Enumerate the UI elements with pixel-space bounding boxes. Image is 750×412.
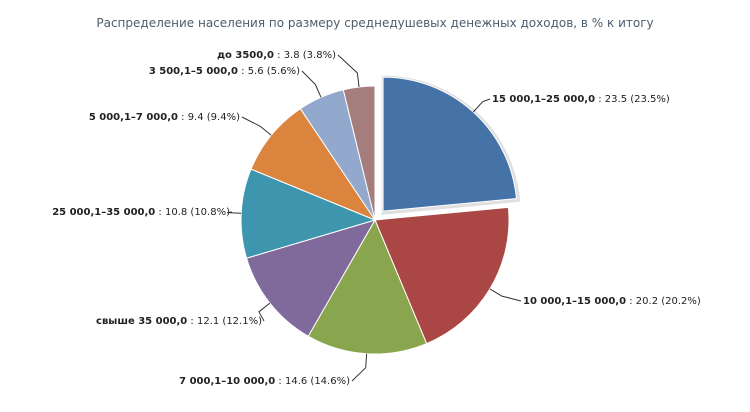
slice-label-value: : 23.5 (23.5%) (595, 94, 670, 105)
slice-label: до 3500,0 : 3.8 (3.8%) (217, 50, 336, 61)
slice-label-value: : 10.8 (10.8%) (155, 207, 230, 218)
slice-label: 10 000,1–15 000,0 : 20.2 (20.2%) (523, 296, 701, 307)
chart-title: Распределение населения по размеру средн… (96, 16, 654, 30)
label-connectors (227, 54, 522, 382)
label-connector (337, 54, 360, 88)
slice-label: свыше 35 000,0 : 12.1 (12.1%) (96, 316, 262, 327)
label-connector (241, 116, 272, 136)
slice-label-category: до 3500,0 (217, 50, 274, 61)
label-connector (301, 70, 322, 98)
label-connector (258, 302, 271, 322)
slice-label: 25 000,1–35 000,0 : 10.8 (10.8%) (52, 207, 230, 218)
label-connector (472, 98, 491, 113)
slice-label-value: : 3.8 (3.8%) (274, 50, 336, 61)
label-connector (489, 288, 522, 302)
slice-label-category: 15 000,1–25 000,0 (492, 94, 595, 105)
slice-label: 7 000,1–10 000,0 : 14.6 (14.6%) (179, 376, 350, 387)
slice-label-value: : 9.4 (9.4%) (178, 112, 240, 123)
pie-slice[interactable] (250, 108, 377, 222)
slice-label-value: : 20.2 (20.2%) (626, 296, 701, 307)
slice-label-value: : 14.6 (14.6%) (275, 376, 350, 387)
slice-label-value: : 12.1 (12.1%) (187, 316, 262, 327)
slice-label-category: 5 000,1–7 000,0 (89, 112, 178, 123)
label-connector (227, 211, 242, 214)
label-connector (351, 353, 368, 382)
pie-slices (240, 75, 521, 355)
slice-label: 5 000,1–7 000,0 : 9.4 (9.4%) (89, 112, 240, 123)
pie-slice[interactable] (307, 218, 428, 355)
slice-label-category: 7 000,1–10 000,0 (179, 376, 275, 387)
slice-label-category: свыше 35 000,0 (96, 316, 187, 327)
slice-label: 3 500,1–5 000,0 : 5.6 (5.6%) (149, 66, 300, 77)
pie-slice[interactable] (240, 168, 377, 259)
slice-label: 15 000,1–25 000,0 : 23.5 (23.5%) (492, 94, 670, 105)
pie-slice[interactable] (382, 76, 518, 212)
pie-slice[interactable] (374, 206, 510, 345)
slice-label-category: 10 000,1–15 000,0 (523, 296, 626, 307)
slice-label-value: : 5.6 (5.6%) (238, 66, 300, 77)
slice-labels: 15 000,1–25 000,0 : 23.5 (23.5%) 10 000,1… (52, 50, 701, 387)
slice-label-category: 25 000,1–35 000,0 (52, 207, 155, 218)
slice-label-category: 3 500,1–5 000,0 (149, 66, 238, 77)
